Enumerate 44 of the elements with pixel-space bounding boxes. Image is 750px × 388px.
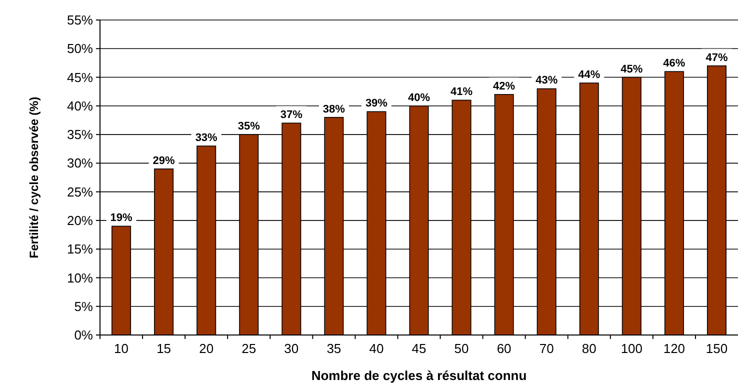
data-label: 41% (450, 86, 473, 98)
y-axis-title: Fertilité / cycle observée (%) (27, 96, 41, 258)
data-label: 43% (536, 74, 558, 87)
y-tick-label: 20% (66, 213, 94, 228)
data-label: 39% (365, 98, 388, 110)
x-tick-label: 30 (284, 341, 299, 356)
y-tick-label: 40% (66, 98, 94, 114)
x-tick-label: 150 (706, 341, 728, 356)
data-label: 38% (322, 103, 346, 116)
data-label: 45% (620, 63, 643, 76)
y-tick-label: 10% (66, 270, 94, 286)
data-label: 29% (152, 154, 176, 167)
y-tick-label: 5% (74, 298, 94, 314)
x-tick-label: 25 (242, 341, 256, 356)
y-tick-label: 55% (66, 12, 94, 28)
data-label: 42% (493, 80, 516, 92)
x-axis-title: Nombre de cycles à résultat connu (311, 368, 527, 383)
y-tick-label: 30% (66, 156, 94, 171)
data-label: 35% (238, 120, 260, 133)
data-label: 33% (195, 132, 218, 144)
y-tick-label: 25% (66, 184, 94, 200)
data-label: 44% (578, 69, 600, 81)
data-label: 46% (663, 58, 686, 70)
x-tick-label: 50 (454, 341, 469, 356)
x-tick-label: 120 (663, 341, 686, 356)
y-tick-label: 0% (74, 328, 94, 343)
data-label: 19% (110, 212, 132, 224)
x-tick-label: 60 (496, 341, 512, 356)
x-tick-label: 45 (412, 341, 426, 356)
x-tick-label: 35 (326, 341, 342, 356)
data-label: 40% (408, 92, 430, 104)
y-tick-label: 50% (66, 41, 94, 56)
x-tick-label: 15 (156, 341, 172, 356)
x-tick-label: 80 (582, 341, 596, 356)
y-tick-label: 45% (66, 70, 94, 85)
x-tick-label: 100 (620, 341, 643, 356)
data-label: 47% (706, 52, 728, 64)
data-label: 37% (280, 109, 303, 122)
y-tick-label: 15% (66, 242, 94, 257)
y-tick-label: 35% (66, 127, 94, 142)
x-tick-label: 40 (369, 341, 384, 356)
x-tick-label: 20 (199, 341, 214, 356)
x-tick-label: 70 (539, 341, 554, 356)
x-tick-label: 10 (114, 341, 128, 356)
